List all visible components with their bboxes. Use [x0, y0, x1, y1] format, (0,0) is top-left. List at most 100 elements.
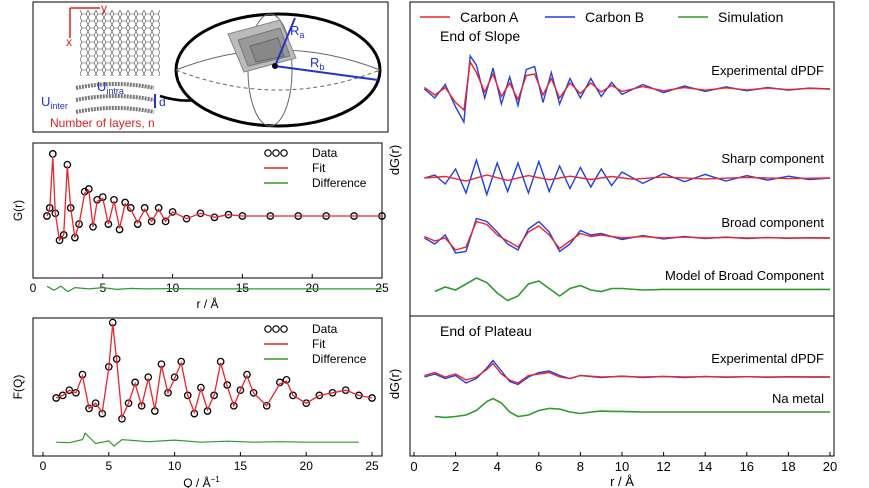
- dgr-xtick-label: 8: [577, 459, 584, 474]
- fq-difference-line: [56, 432, 359, 447]
- fq-data-point: [65, 386, 74, 395]
- fq-data-point: [249, 388, 258, 397]
- gr-data-point: [126, 204, 135, 212]
- gr-legend-marker: [272, 149, 280, 157]
- gr-xtick-label: 20: [306, 281, 320, 295]
- gr-difference-line: [46, 285, 382, 293]
- fq-data-point: [124, 399, 133, 408]
- dgr-trace: Na metal: [434, 391, 830, 419]
- fq-data-point: [243, 370, 251, 379]
- dgr-trace-label: Experimental dPDF: [711, 351, 824, 366]
- dgr-carbon-a-line: [424, 220, 830, 251]
- fq-data-point: [262, 401, 271, 410]
- graphene-sheet-icon: [80, 10, 160, 76]
- layers-label: Number of layers, n: [50, 116, 155, 130]
- dgr-xtick-label: 6: [535, 459, 542, 474]
- gr-data-point: [140, 204, 149, 212]
- dgr-ylabel-top: dG(r): [387, 145, 402, 175]
- fq-legend-marker: [264, 325, 272, 333]
- fq-xtick-label: 25: [365, 459, 379, 473]
- fq-legend-label: Difference: [312, 352, 367, 366]
- fq-xlabel: Q / Å−1: [183, 475, 220, 488]
- gr-data-point: [196, 209, 205, 218]
- dgr-bottom-panel-title: End of Plateau: [440, 323, 532, 339]
- dgr-top-panel-title: End of Slope: [440, 28, 520, 44]
- dgr-legend: Carbon A Carbon B Simulation: [420, 9, 783, 25]
- dgr-xtick-label: 18: [781, 459, 795, 474]
- dgr-legend-label: Simulation: [718, 9, 783, 25]
- gr-legend-label: Fit: [312, 161, 326, 175]
- schematic-axis-y: y: [101, 1, 107, 15]
- d-label: d: [159, 95, 166, 109]
- dgr-carbon-a-line: [424, 362, 830, 384]
- schematic-axis-x: x: [66, 35, 72, 49]
- fq-data-point: [72, 388, 80, 397]
- gr-data-point: [48, 150, 57, 158]
- dgr-trace: Experimental dPDF: [424, 351, 830, 386]
- fq-data-point: [289, 391, 297, 400]
- fq-legend-marker: [280, 325, 288, 333]
- gr-data-point: [43, 212, 51, 220]
- dgr-carbon-a-line: [423, 59, 831, 112]
- dgr-carbon-a-line: [424, 174, 831, 182]
- gr-data-point: [154, 204, 163, 212]
- gr-data-point: [104, 220, 113, 228]
- dgr-trace-label: Broad component: [721, 215, 824, 230]
- gr-fit-line: [46, 156, 382, 242]
- gr-xtick-label: 0: [30, 281, 37, 295]
- ellipsoid-icon: [174, 12, 382, 128]
- gr-frame: [32, 142, 383, 279]
- gr-legend-label: Data: [312, 146, 338, 160]
- gr-data-point: [182, 214, 191, 223]
- gr-legend-marker: [264, 149, 272, 157]
- dgr-ylabel-bottom: dG(r): [387, 369, 402, 399]
- gr-data-point: [168, 208, 177, 216]
- fq-xlabel-sup: −1: [211, 475, 221, 484]
- gr-xtick-label: 25: [375, 281, 389, 295]
- gr-xtick-label: 10: [166, 281, 180, 295]
- fq-xtick-label: 0: [40, 459, 47, 473]
- fq-frame: [32, 317, 383, 457]
- dgr-xtick-label: 10: [615, 459, 629, 474]
- gr-xtick-label: 15: [236, 281, 250, 295]
- u-intra-label: Uintra: [97, 79, 124, 96]
- dgr-xtick-label: 20: [823, 459, 837, 474]
- gr-legend-label: Difference: [312, 176, 367, 190]
- dgr-legend-label: Carbon A: [460, 9, 519, 25]
- fq-legend-label: Fit: [312, 337, 326, 351]
- dgr-trace-label: Na metal: [772, 391, 824, 406]
- fq-xtick-label: 20: [300, 459, 314, 473]
- ra-label: Ra: [290, 23, 304, 40]
- dgr-trace: Sharp component: [424, 151, 831, 197]
- dgr-legend-label: Carbon B: [585, 9, 644, 25]
- dgr-simulation-line: [434, 277, 830, 302]
- fq-data-point: [282, 375, 291, 384]
- dgr-xtick-label: 0: [410, 459, 417, 474]
- dgr-carbon-b-line: [424, 157, 831, 197]
- fq-data-point: [170, 373, 179, 382]
- dgr-trace: Experimental dPDF: [423, 54, 831, 125]
- fq-legend-marker: [272, 325, 280, 333]
- graphite-layers-icon: [75, 82, 155, 114]
- fq-data-point: [164, 388, 172, 397]
- dgr-xtick-label: 14: [698, 459, 712, 474]
- fq-xtick-label: 15: [234, 459, 248, 473]
- fq-data-point: [52, 394, 61, 402]
- dgr-trace-label: Sharp component: [721, 151, 824, 166]
- dgr-trace: Model of Broad Component: [434, 268, 830, 302]
- dgr-xtick-label: 16: [740, 459, 754, 474]
- dgr-trace-label: Experimental dPDF: [711, 63, 824, 78]
- fq-data-point: [302, 399, 311, 408]
- dgr-trace: Broad component: [424, 215, 831, 254]
- gr-legend-marker: [280, 149, 288, 157]
- dgr-trace-label: Model of Broad Component: [665, 268, 824, 283]
- fq-xtick-label: 5: [105, 459, 112, 473]
- fq-ylabel: F(Q): [11, 375, 25, 400]
- fq-data-point: [229, 401, 238, 410]
- gr-data-point: [133, 220, 142, 228]
- u-inter-label: Uinter: [41, 94, 68, 111]
- dgr-xtick-label: 4: [494, 459, 501, 474]
